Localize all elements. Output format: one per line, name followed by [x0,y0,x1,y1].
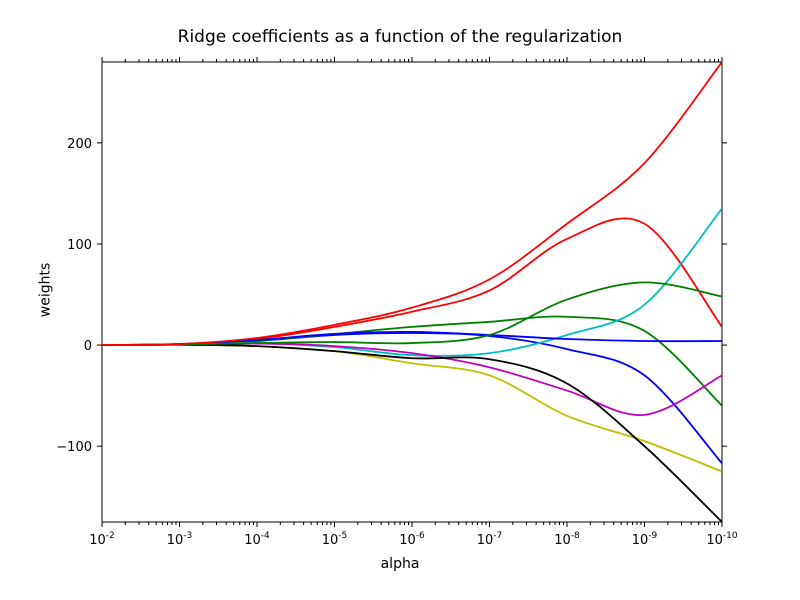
y-tick-label: 100 [67,238,92,253]
x-tick-label: 10-6 [399,531,425,548]
x-tick-label: 10-7 [477,531,503,548]
y-tick-label: −100 [56,440,92,455]
x-tick-label: 10-8 [554,531,580,548]
series-group [102,62,722,522]
x-tick-label: 10-5 [322,531,348,548]
series-coef8 [102,282,722,345]
x-tick-label: 10-10 [706,531,738,548]
y-tick-label: 0 [84,339,92,354]
y-tick-label: 200 [67,137,92,152]
x-tick-label: 10-3 [167,531,193,548]
plot-border [102,62,722,522]
x-tick-label: 10-2 [89,531,115,548]
series-coef4 [102,344,722,416]
plot-svg: 10-2 10-3 10-4 10-5 10-6 10-7 10-8 10-9 10-10 −10… [0,0,800,600]
series-coef9 [102,62,722,345]
series-coef6 [102,345,722,522]
chart-container: Ridge coefficients as a function of the … [0,0,800,600]
x-tick-label: 10-9 [632,531,658,548]
series-coef1 [102,316,722,405]
x-tick-label: 10-4 [244,531,270,548]
series-coef5 [102,345,722,472]
